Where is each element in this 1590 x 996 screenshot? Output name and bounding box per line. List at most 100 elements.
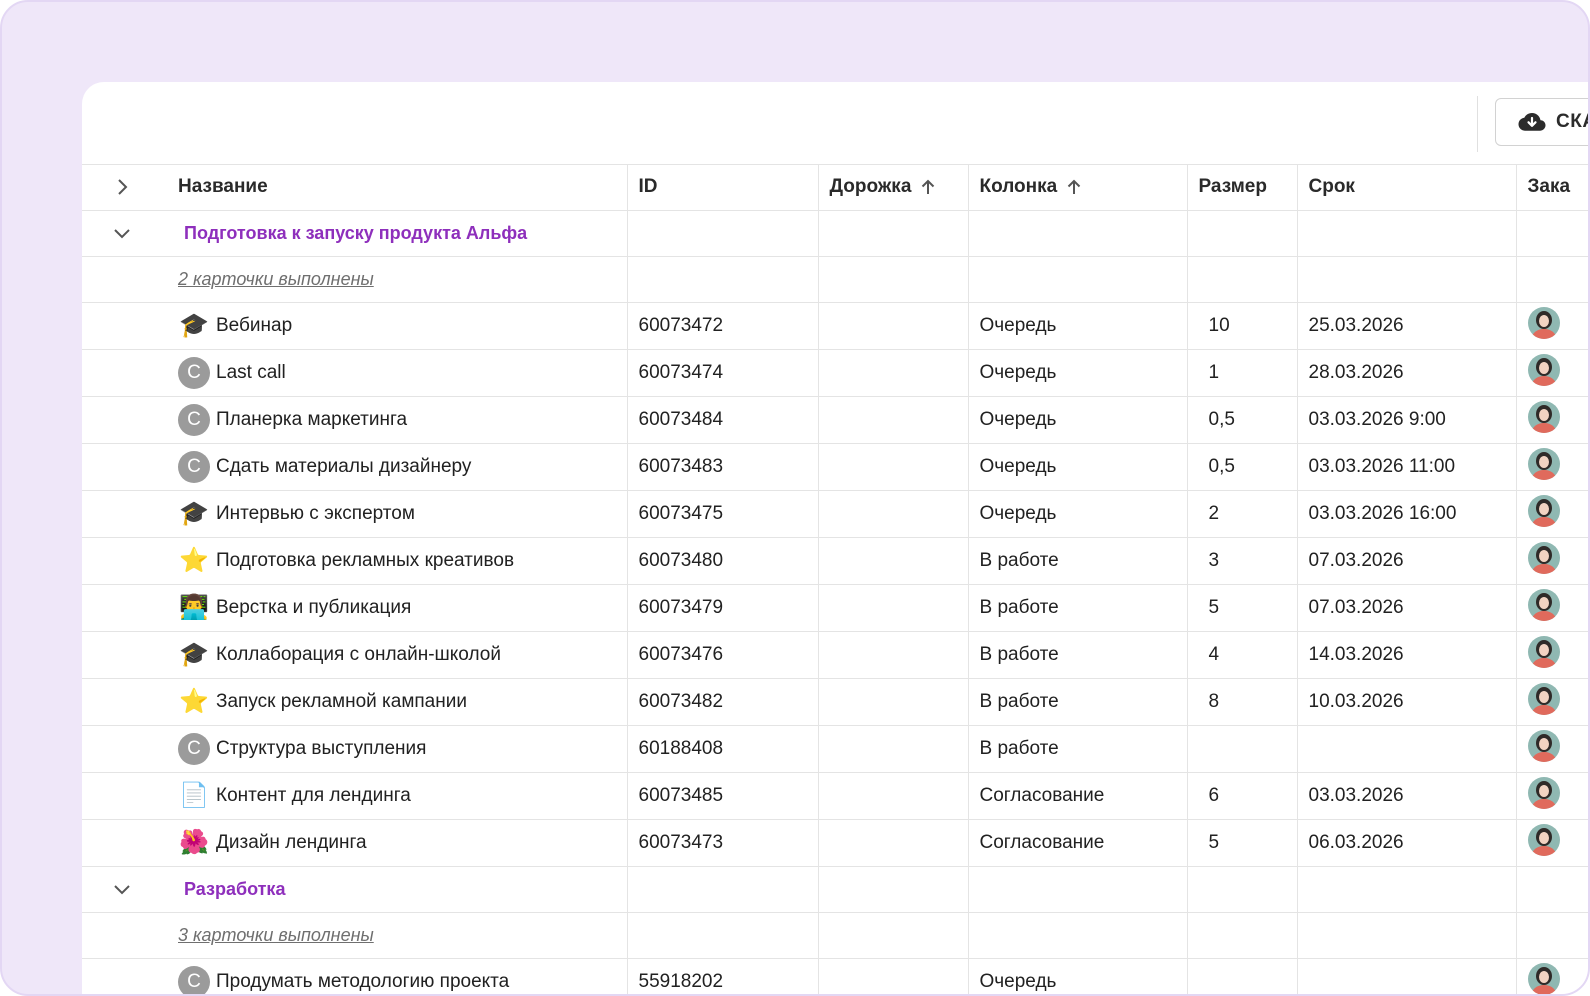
card-name-cell[interactable]: 📄 Контент для лендинга [162, 772, 628, 820]
column-header-size[interactable]: Размер [1187, 164, 1298, 211]
card-name-cell[interactable]: 🎓 Коллаборация с онлайн-школой [162, 631, 628, 679]
card-name: Верстка и публикация [216, 596, 412, 618]
card-lane [818, 584, 969, 632]
card-size: 10 [1187, 302, 1298, 350]
completed-cards-link[interactable]: 2 карточки выполнены [162, 256, 628, 303]
chevron-down-icon [114, 885, 130, 895]
group-collapse-button[interactable] [82, 866, 162, 913]
card-due: 07.03.2026 [1297, 537, 1517, 585]
table-row[interactable]: 👨‍💻 Верстка и публикация 60073479 В работе 5… [82, 584, 1588, 632]
card-name-wrapper: 🎓 Вебинар [178, 303, 626, 349]
column-header-column[interactable]: Колонка [968, 164, 1188, 211]
group-title[interactable]: Подготовка к запуску продукта Альфа [162, 210, 628, 257]
table-row[interactable]: 🎓 Коллаборация с онлайн-школой 60073476 В р… [82, 631, 1588, 679]
column-header-lane[interactable]: Дорожка [818, 164, 969, 211]
empty-cell [82, 631, 162, 679]
card-name-cell[interactable]: C Продумать методологию проекта [162, 958, 628, 994]
card-name-cell[interactable]: ⭐ Запуск рекламной кампании [162, 678, 628, 726]
card-name-cell[interactable]: C Last call [162, 349, 628, 397]
table-row[interactable]: 📄 Контент для лендинга 60073485 Согласовани… [82, 772, 1588, 820]
card-size: 6 [1187, 772, 1298, 820]
graduation-cap-icon: 🎓 [179, 640, 209, 668]
card-customer[interactable] [1516, 958, 1588, 994]
empty-cell [1297, 866, 1517, 913]
group-row[interactable]: Разработка [82, 866, 1588, 913]
card-name-cell[interactable]: C Сдать материалы дизайнеру [162, 443, 628, 491]
expand-all-button[interactable] [82, 164, 162, 211]
card-name-cell[interactable]: 🌺 Дизайн лендинга [162, 819, 628, 867]
card-customer[interactable] [1516, 396, 1588, 444]
table-row[interactable]: C Планерка маркетинга 60073484 Очередь 0,5 03… [82, 396, 1588, 444]
card-id: 60073485 [627, 772, 819, 820]
letter-c-badge: C [178, 356, 210, 389]
table-row[interactable]: ⭐ Запуск рекламной кампании 60073482 В рабо… [82, 678, 1588, 726]
card-customer[interactable] [1516, 819, 1588, 867]
card-lane [818, 631, 969, 679]
table-row[interactable]: C Сдать материалы дизайнеру 60073483 Очеред… [82, 443, 1588, 491]
card-column: Очередь [968, 443, 1188, 491]
header-row: Название ID Дорожка Колонка Размер Срок … [82, 164, 1588, 211]
card-name-cell[interactable]: 👨‍💻 Верстка и публикация [162, 584, 628, 632]
card-column: Очередь [968, 349, 1188, 397]
table-row[interactable]: C Структура выступления 60188408 В работе [82, 725, 1588, 773]
card-name-cell[interactable]: ⭐ Подготовка рекламных креативов [162, 537, 628, 585]
card-customer[interactable] [1516, 302, 1588, 350]
chevron-down-icon [114, 229, 130, 239]
card-due: 03.03.2026 [1297, 772, 1517, 820]
empty-cell [968, 866, 1188, 913]
table-row[interactable]: 🌺 Дизайн лендинга 60073473 Согласование 5 06.… [82, 819, 1588, 867]
avatar [1527, 823, 1561, 863]
column-header-customer[interactable]: Зака [1516, 164, 1588, 211]
card-customer[interactable] [1516, 678, 1588, 726]
card-id: 60073475 [627, 490, 819, 538]
card-id: 60073479 [627, 584, 819, 632]
empty-cell [1297, 912, 1517, 959]
completed-cards-link[interactable]: 3 карточки выполнены [162, 912, 628, 959]
card-name: Last call [216, 361, 286, 383]
card-customer[interactable] [1516, 725, 1588, 773]
group-row[interactable]: Подготовка к запуску продукта Альфа [82, 210, 1588, 257]
avatar [1527, 541, 1561, 581]
table-row[interactable]: ⭐ Подготовка рекламных креативов 60073480 В… [82, 537, 1588, 585]
card-name-wrapper: C Сдать материалы дизайнеру [178, 444, 626, 490]
empty-cell [627, 210, 819, 257]
column-header-id[interactable]: ID [627, 164, 819, 211]
card-name-cell[interactable]: C Планерка маркетинга [162, 396, 628, 444]
card-column: Очередь [968, 490, 1188, 538]
card-size: 8 [1187, 678, 1298, 726]
avatar [1527, 962, 1561, 994]
column-header-name[interactable]: Название [162, 164, 628, 211]
card-customer[interactable] [1516, 631, 1588, 679]
table-row[interactable]: C Продумать методологию проекта 55918202 Оч… [82, 958, 1588, 994]
card-column: В работе [968, 725, 1188, 773]
empty-cell [82, 256, 162, 303]
empty-cell [82, 819, 162, 867]
table-row[interactable]: C Last call 60073474 Очередь 1 28.03.2026 [82, 349, 1588, 397]
letter-c-icon: C [178, 732, 210, 765]
card-name-cell[interactable]: 🎓 Вебинар [162, 302, 628, 350]
card-customer[interactable] [1516, 772, 1588, 820]
card-customer[interactable] [1516, 490, 1588, 538]
group-title[interactable]: Разработка [162, 866, 628, 913]
card-name: Вебинар [216, 314, 293, 336]
card-customer[interactable] [1516, 584, 1588, 632]
card-customer[interactable] [1516, 349, 1588, 397]
card-size: 5 [1187, 584, 1298, 632]
graduation-cap-icon: 🎓 [179, 311, 209, 339]
table-row[interactable]: 🎓 Интервью с экспертом 60073475 Очередь 2 03.… [82, 490, 1588, 538]
export-button[interactable]: СКА [1495, 98, 1588, 146]
card-due: 10.03.2026 [1297, 678, 1517, 726]
empty-cell [1187, 912, 1298, 959]
table-row[interactable]: 🎓 Вебинар 60073472 Очередь 10 25.03.2026 [82, 302, 1588, 350]
column-header-lane-label: Дорожка [829, 175, 912, 197]
letter-c-badge: C [178, 732, 210, 765]
card-customer[interactable] [1516, 537, 1588, 585]
card-name-cell[interactable]: 🎓 Интервью с экспертом [162, 490, 628, 538]
column-header-due[interactable]: Срок [1297, 164, 1517, 211]
card-name-cell[interactable]: C Структура выступления [162, 725, 628, 773]
group-collapse-button[interactable] [82, 210, 162, 257]
card-customer[interactable] [1516, 443, 1588, 491]
empty-cell [1516, 912, 1588, 959]
card-column: Согласование [968, 772, 1188, 820]
card-name-wrapper: C Структура выступления [178, 726, 626, 772]
